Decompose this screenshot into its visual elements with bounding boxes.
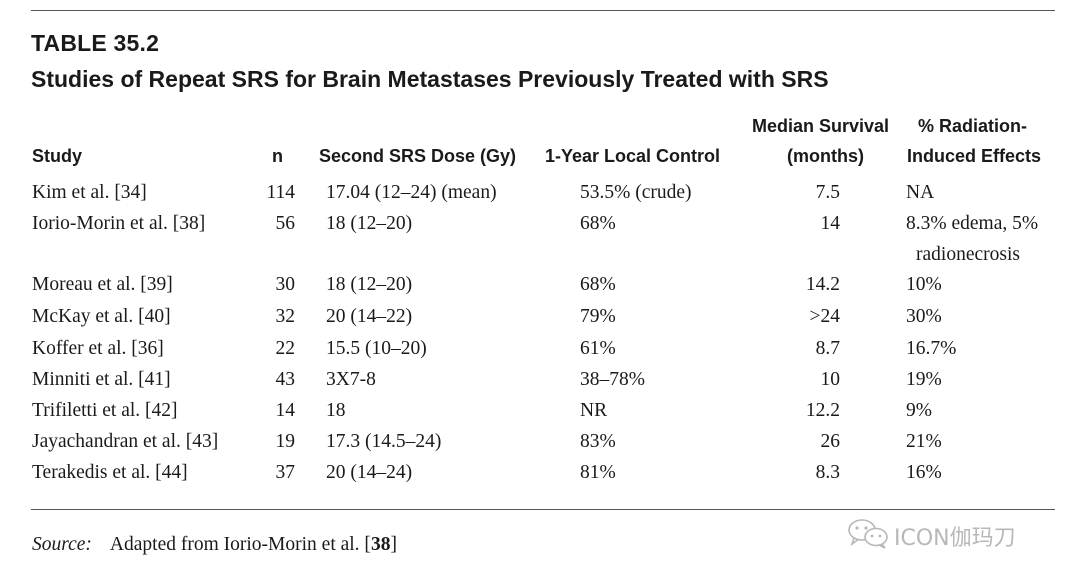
cell-study: Koffer et al. [36] <box>32 338 164 359</box>
source-label: Source: <box>32 534 92 555</box>
cell-study: Trifiletti et al. [42] <box>32 400 178 421</box>
cell-dose: 18 <box>326 400 346 421</box>
cell-radiation: 19% <box>906 369 942 390</box>
watermark-text: ICON伽玛刀 <box>894 526 1016 551</box>
table-row: Koffer et al. [36] 22 15.5 (10–20) 61% 8… <box>0 333 1080 364</box>
cell-n: 56 <box>275 213 296 234</box>
cell-n: 19 <box>275 431 296 452</box>
cell-radiation: 10% <box>906 274 942 295</box>
cell-n: 22 <box>275 338 296 359</box>
header-n: n <box>272 146 283 166</box>
cell-dose: 18 (12–20) <box>326 213 413 234</box>
cell-radiation: 8.3% edema, 5% <box>906 213 1039 234</box>
cell-study: McKay et al. [40] <box>32 306 171 327</box>
cell-radiation: 16.7% <box>906 338 957 359</box>
cell-survival: 7.5 <box>815 182 840 203</box>
cell-radiation: 30% <box>906 306 942 327</box>
cell-study: Kim et al. [34] <box>32 182 147 203</box>
cell-dose: 15.5 (10–20) <box>326 338 427 359</box>
cell-dose: 17.3 (14.5–24) <box>326 431 442 452</box>
cell-control: 68% <box>580 274 616 295</box>
cell-n: 30 <box>275 274 296 295</box>
cell-n: 37 <box>275 462 296 483</box>
source-close: ] <box>390 534 397 555</box>
table-title: Studies of Repeat SRS for Brain Metastas… <box>31 66 829 92</box>
source-ref: 38 <box>370 534 391 555</box>
table-label: TABLE 35.2 <box>31 30 160 56</box>
cell-survival: 26 <box>820 431 841 452</box>
cell-radiation-continued: radionecrosis <box>916 244 1020 265</box>
cell-control: 61% <box>580 338 616 359</box>
table-row: Trifiletti et al. [42] 14 18 NR 12.2 9% <box>0 395 1080 426</box>
cell-radiation: 21% <box>906 431 942 452</box>
header-study: Study <box>32 146 83 166</box>
cell-study: Iorio-Morin et al. [38] <box>32 213 206 234</box>
cell-radiation: 16% <box>906 462 942 483</box>
cell-dose: 3X7-8 <box>326 369 376 390</box>
header-radiation-line1: % Radiation- <box>918 116 1028 136</box>
cell-survival: 12.2 <box>805 400 840 421</box>
cell-n: 43 <box>275 369 296 390</box>
cell-radiation: NA <box>906 182 935 203</box>
top-rule <box>31 10 1055 11</box>
cell-dose: 20 (14–24) <box>326 462 413 483</box>
wechat-icon <box>848 519 888 549</box>
header-radiation-line2: Induced Effects <box>907 146 1042 166</box>
cell-dose: 18 (12–20) <box>326 274 413 295</box>
source-note: Source: Adapted from Iorio-Morin et al. [… <box>32 534 397 556</box>
table-row: Terakedis et al. [44] 37 20 (14–24) 81% … <box>0 457 1080 488</box>
header-control: 1-Year Local Control <box>545 146 721 166</box>
cell-survival: 8.3 <box>815 462 840 483</box>
cell-study: Minniti et al. [41] <box>32 369 171 390</box>
header-survival-line2: (months) <box>787 146 864 166</box>
cell-survival: >24 <box>809 306 841 327</box>
cell-n: 32 <box>275 306 296 327</box>
cell-control: NR <box>580 400 608 421</box>
cell-study: Moreau et al. [39] <box>32 274 173 295</box>
cell-radiation: 9% <box>906 400 932 421</box>
cell-dose: 20 (14–22) <box>326 306 413 327</box>
cell-control: 53.5% (crude) <box>580 182 692 203</box>
cell-survival: 10 <box>820 369 841 390</box>
table-row: Moreau et al. [39] 30 18 (12–20) 68% 14.… <box>0 269 1080 300</box>
cell-study: Terakedis et al. [44] <box>32 462 188 483</box>
table-row: Jayachandran et al. [43] 19 17.3 (14.5–2… <box>0 426 1080 457</box>
cell-survival: 14 <box>820 213 841 234</box>
cell-survival: 14.2 <box>805 274 840 295</box>
cell-survival: 8.7 <box>815 338 840 359</box>
header-dose: Second SRS Dose (Gy) <box>319 146 517 166</box>
cell-control: 83% <box>580 431 616 452</box>
table-row: Minniti et al. [41] 43 3X7-8 38–78% 10 1… <box>0 364 1080 395</box>
cell-dose: 17.04 (12–24) (mean) <box>326 182 497 203</box>
source-text: Adapted from Iorio-Morin et al. [ <box>109 534 371 555</box>
cell-study: Jayachandran et al. [43] <box>32 431 219 452</box>
cell-n: 114 <box>266 182 295 203</box>
bottom-rule <box>31 509 1055 510</box>
watermark: ICON伽玛刀 <box>846 516 1046 551</box>
table-row: Iorio-Morin et al. [38] 56 18 (12–20) 68… <box>0 208 1080 265</box>
cell-control: 38–78% <box>580 369 645 390</box>
cell-control: 79% <box>580 306 616 327</box>
cell-control: 68% <box>580 213 616 234</box>
table-row: Kim et al. [34] 114 17.04 (12–24) (mean)… <box>0 177 1080 208</box>
cell-n: 14 <box>275 400 296 421</box>
header-survival-line1: Median Survival <box>752 116 890 136</box>
cell-control: 81% <box>580 462 616 483</box>
table-row: McKay et al. [40] 32 20 (14–22) 79% >24 … <box>0 301 1080 332</box>
